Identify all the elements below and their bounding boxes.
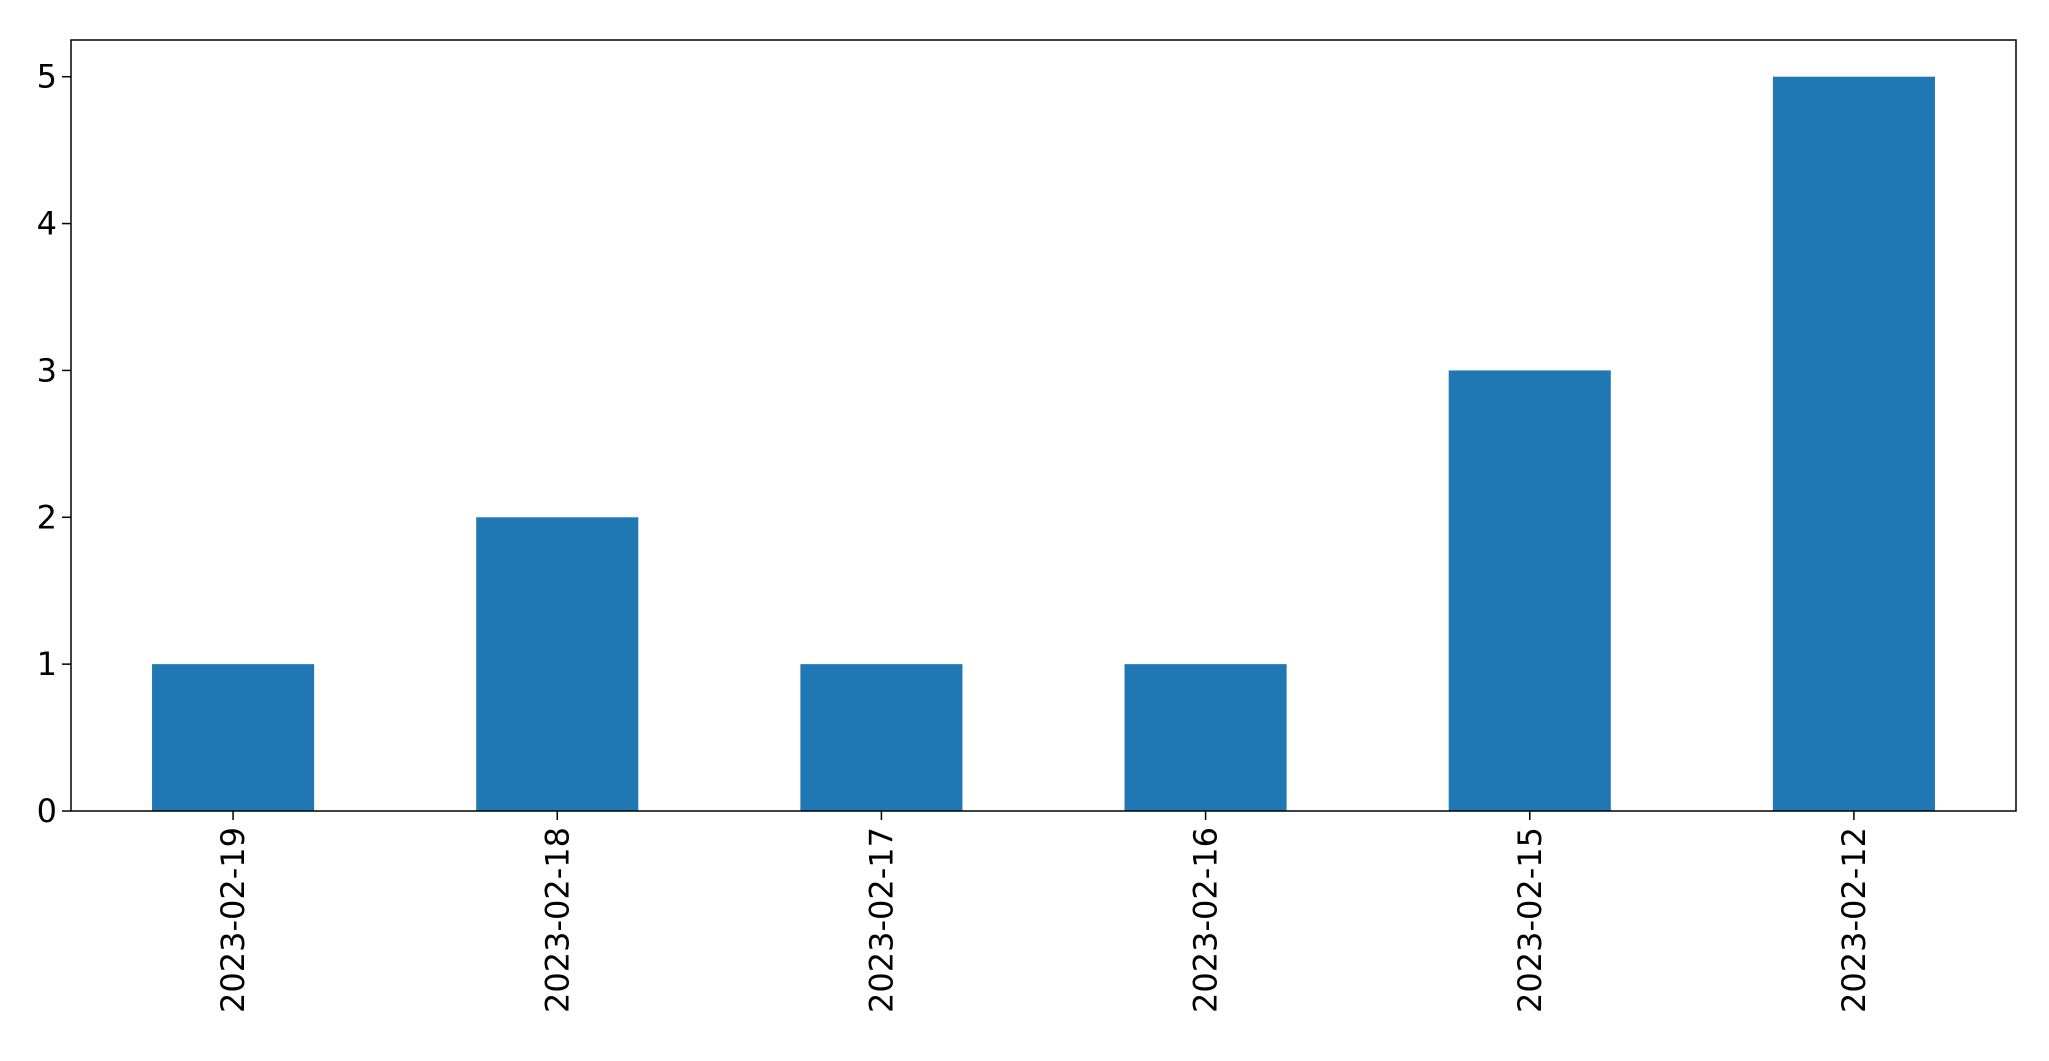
x-axis: 2023-02-19 2023-02-18 2023-02-17 2023-02-16…: [214, 811, 1873, 1013]
x-tick-label: 2023-02-15: [1511, 827, 1549, 1013]
bars-group: [152, 76, 1935, 811]
x-tick-label: 2023-02-16: [1187, 827, 1225, 1013]
bar-2023-02-16: [1124, 664, 1287, 811]
bar-2023-02-19: [152, 664, 315, 811]
plot-frame: [70, 39, 2017, 812]
y-axis: 0 1 2 3 4 5: [37, 58, 71, 830]
y-tick-label: 0: [37, 792, 57, 830]
x-tick-label: 2023-02-18: [538, 827, 576, 1013]
y-tick-label: 1: [37, 645, 57, 683]
x-tick-label: 2023-02-17: [862, 827, 900, 1013]
bar-2023-02-15: [1448, 370, 1611, 811]
y-tick-label: 5: [37, 58, 57, 96]
x-tick-label: 2023-02-19: [214, 827, 252, 1013]
x-tick-label: 2023-02-12: [1835, 827, 1873, 1013]
y-tick-label: 2: [37, 498, 57, 536]
bar-2023-02-17: [800, 664, 963, 811]
y-tick-label: 3: [37, 351, 57, 389]
bar-2023-02-18: [476, 517, 639, 811]
bar-2023-02-12: [1772, 76, 1935, 811]
y-tick-label: 4: [37, 205, 57, 243]
